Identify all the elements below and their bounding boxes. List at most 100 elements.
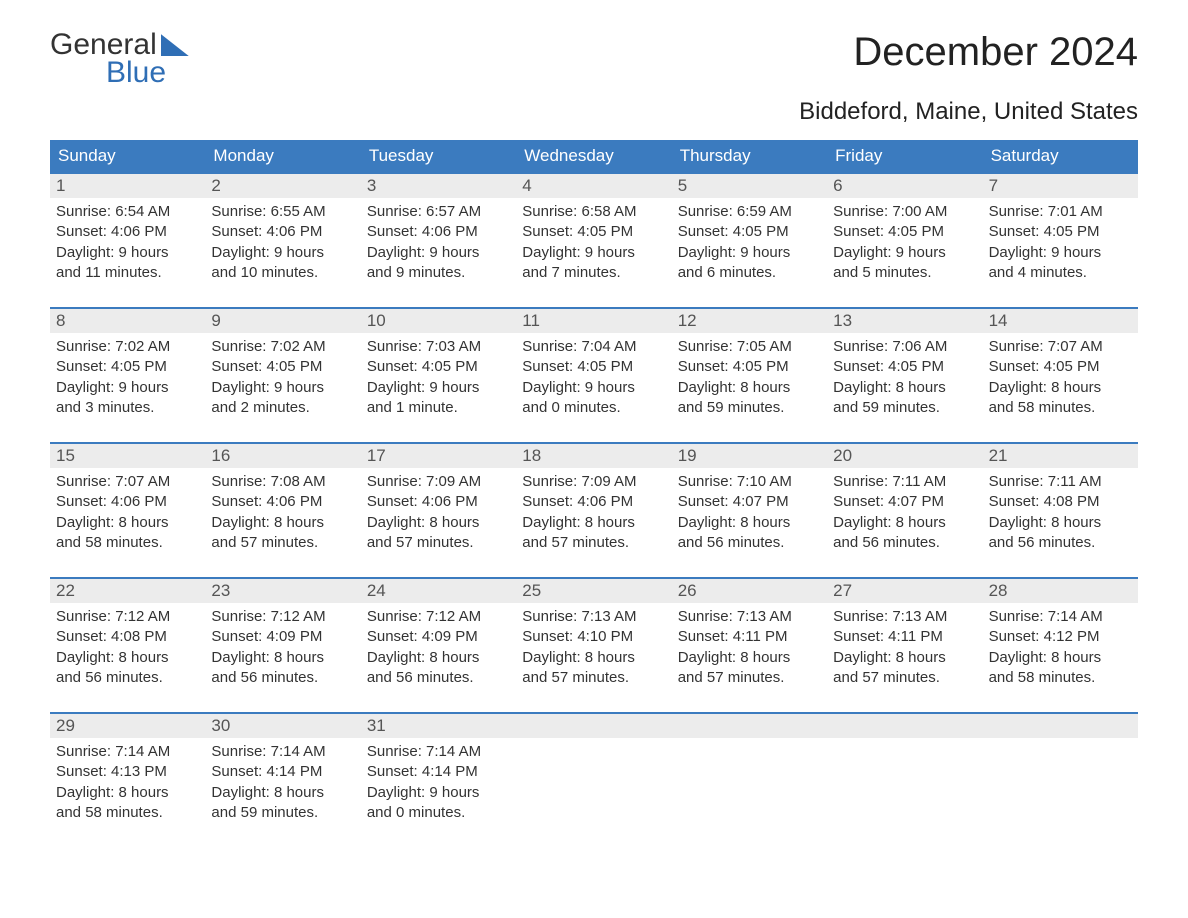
day-body: Sunrise: 7:13 AMSunset: 4:11 PMDaylight:… (827, 603, 982, 688)
daylight-text: Daylight: 8 hours (522, 648, 665, 668)
daylight-text: Daylight: 8 hours (989, 378, 1132, 398)
daylight-text: Daylight: 8 hours (833, 648, 976, 668)
day-body: Sunrise: 7:04 AMSunset: 4:05 PMDaylight:… (516, 333, 671, 418)
calendar-cell: 19Sunrise: 7:10 AMSunset: 4:07 PMDayligh… (672, 442, 827, 577)
calendar-cell: 25Sunrise: 7:13 AMSunset: 4:10 PMDayligh… (516, 577, 671, 712)
sunset-text: Sunset: 4:13 PM (56, 762, 199, 782)
sunset-text: Sunset: 4:06 PM (367, 492, 510, 512)
calendar-cell: 29Sunrise: 7:14 AMSunset: 4:13 PMDayligh… (50, 712, 205, 847)
day-body: Sunrise: 6:59 AMSunset: 4:05 PMDaylight:… (672, 198, 827, 283)
sunrise-text: Sunrise: 7:09 AM (367, 472, 510, 492)
sunrise-text: Sunrise: 7:12 AM (56, 607, 199, 627)
day-body: Sunrise: 7:12 AMSunset: 4:09 PMDaylight:… (205, 603, 360, 688)
day-number: 8 (50, 309, 205, 333)
calendar-cell: 23Sunrise: 7:12 AMSunset: 4:09 PMDayligh… (205, 577, 360, 712)
daylight-text: and 57 minutes. (367, 533, 510, 553)
daylight-text: and 4 minutes. (989, 263, 1132, 283)
sunset-text: Sunset: 4:05 PM (522, 222, 665, 242)
day-body: Sunrise: 7:09 AMSunset: 4:06 PMDaylight:… (361, 468, 516, 553)
day-number: 24 (361, 579, 516, 603)
calendar-cell (516, 712, 671, 847)
day-body: Sunrise: 7:08 AMSunset: 4:06 PMDaylight:… (205, 468, 360, 553)
calendar-cell (672, 712, 827, 847)
day-body: Sunrise: 7:02 AMSunset: 4:05 PMDaylight:… (205, 333, 360, 418)
sunrise-text: Sunrise: 6:58 AM (522, 202, 665, 222)
daylight-text: Daylight: 8 hours (833, 378, 976, 398)
sunrise-text: Sunrise: 7:07 AM (989, 337, 1132, 357)
day-number: 22 (50, 579, 205, 603)
daylight-text: Daylight: 9 hours (367, 243, 510, 263)
daylight-text: Daylight: 8 hours (678, 648, 821, 668)
daylight-text: Daylight: 8 hours (989, 648, 1132, 668)
sunset-text: Sunset: 4:05 PM (367, 357, 510, 377)
calendar-cell: 20Sunrise: 7:11 AMSunset: 4:07 PMDayligh… (827, 442, 982, 577)
sunrise-text: Sunrise: 6:55 AM (211, 202, 354, 222)
sunset-text: Sunset: 4:11 PM (678, 627, 821, 647)
sunrise-text: Sunrise: 7:12 AM (211, 607, 354, 627)
daylight-text: Daylight: 9 hours (56, 243, 199, 263)
daylight-text: and 59 minutes. (833, 398, 976, 418)
sunset-text: Sunset: 4:05 PM (833, 222, 976, 242)
daylight-text: Daylight: 8 hours (56, 648, 199, 668)
day-number: 14 (983, 309, 1138, 333)
logo-triangle-icon (161, 34, 189, 56)
sunset-text: Sunset: 4:14 PM (211, 762, 354, 782)
daylight-text: Daylight: 9 hours (367, 378, 510, 398)
sunrise-text: Sunrise: 7:13 AM (522, 607, 665, 627)
daylight-text: and 59 minutes. (211, 803, 354, 823)
calendar-cell: 1Sunrise: 6:54 AMSunset: 4:06 PMDaylight… (50, 172, 205, 307)
sunset-text: Sunset: 4:05 PM (211, 357, 354, 377)
daylight-text: and 0 minutes. (522, 398, 665, 418)
daylight-text: and 0 minutes. (367, 803, 510, 823)
daylight-text: Daylight: 8 hours (678, 513, 821, 533)
day-number: 27 (827, 579, 982, 603)
daylight-text: and 10 minutes. (211, 263, 354, 283)
calendar-grid: SundayMondayTuesdayWednesdayThursdayFrid… (50, 140, 1138, 847)
sunrise-text: Sunrise: 7:07 AM (56, 472, 199, 492)
day-body: Sunrise: 7:14 AMSunset: 4:14 PMDaylight:… (361, 738, 516, 823)
daylight-text: and 59 minutes. (678, 398, 821, 418)
sunrise-text: Sunrise: 7:09 AM (522, 472, 665, 492)
calendar-cell: 7Sunrise: 7:01 AMSunset: 4:05 PMDaylight… (983, 172, 1138, 307)
sunrise-text: Sunrise: 7:10 AM (678, 472, 821, 492)
day-number: 30 (205, 714, 360, 738)
daylight-text: Daylight: 8 hours (211, 648, 354, 668)
calendar-cell: 11Sunrise: 7:04 AMSunset: 4:05 PMDayligh… (516, 307, 671, 442)
day-number: 13 (827, 309, 982, 333)
day-number: 28 (983, 579, 1138, 603)
daylight-text: Daylight: 8 hours (56, 783, 199, 803)
month-title: December 2024 (853, 30, 1138, 75)
sunset-text: Sunset: 4:10 PM (522, 627, 665, 647)
day-header: Wednesday (516, 140, 671, 172)
calendar-cell: 18Sunrise: 7:09 AMSunset: 4:06 PMDayligh… (516, 442, 671, 577)
daylight-text: Daylight: 8 hours (211, 513, 354, 533)
day-body (983, 738, 1138, 742)
calendar-cell: 2Sunrise: 6:55 AMSunset: 4:06 PMDaylight… (205, 172, 360, 307)
sunrise-text: Sunrise: 7:14 AM (211, 742, 354, 762)
calendar-cell: 17Sunrise: 7:09 AMSunset: 4:06 PMDayligh… (361, 442, 516, 577)
day-body: Sunrise: 6:58 AMSunset: 4:05 PMDaylight:… (516, 198, 671, 283)
daylight-text: and 57 minutes. (678, 668, 821, 688)
sunrise-text: Sunrise: 7:14 AM (367, 742, 510, 762)
daylight-text: Daylight: 9 hours (211, 378, 354, 398)
calendar-cell: 3Sunrise: 6:57 AMSunset: 4:06 PMDaylight… (361, 172, 516, 307)
location-text: Biddeford, Maine, United States (50, 98, 1138, 126)
day-body: Sunrise: 7:03 AMSunset: 4:05 PMDaylight:… (361, 333, 516, 418)
title-block: December 2024 (853, 30, 1138, 75)
calendar-cell: 26Sunrise: 7:13 AMSunset: 4:11 PMDayligh… (672, 577, 827, 712)
daylight-text: Daylight: 9 hours (522, 378, 665, 398)
calendar-cell: 12Sunrise: 7:05 AMSunset: 4:05 PMDayligh… (672, 307, 827, 442)
sunset-text: Sunset: 4:06 PM (56, 492, 199, 512)
day-header: Sunday (50, 140, 205, 172)
sunrise-text: Sunrise: 7:01 AM (989, 202, 1132, 222)
calendar-cell: 10Sunrise: 7:03 AMSunset: 4:05 PMDayligh… (361, 307, 516, 442)
day-body: Sunrise: 7:05 AMSunset: 4:05 PMDaylight:… (672, 333, 827, 418)
sunset-text: Sunset: 4:06 PM (56, 222, 199, 242)
daylight-text: and 11 minutes. (56, 263, 199, 283)
sunset-text: Sunset: 4:05 PM (56, 357, 199, 377)
day-body: Sunrise: 7:13 AMSunset: 4:10 PMDaylight:… (516, 603, 671, 688)
daylight-text: and 58 minutes. (56, 803, 199, 823)
sunrise-text: Sunrise: 7:11 AM (833, 472, 976, 492)
day-body: Sunrise: 7:12 AMSunset: 4:09 PMDaylight:… (361, 603, 516, 688)
day-body: Sunrise: 7:06 AMSunset: 4:05 PMDaylight:… (827, 333, 982, 418)
